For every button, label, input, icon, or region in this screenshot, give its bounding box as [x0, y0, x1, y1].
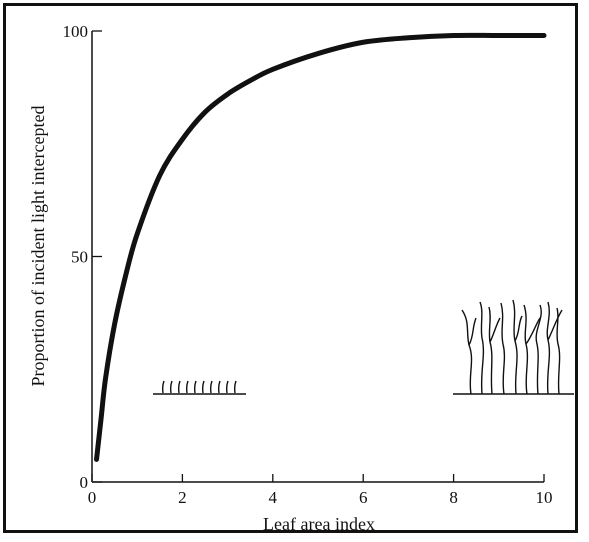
x-tick-label-8: 8 [449, 488, 458, 507]
axes [91, 31, 544, 483]
x-tick-label-10: 10 [536, 488, 553, 507]
axis-ticks [91, 30, 545, 483]
y-tick-label-50: 50 [71, 248, 88, 267]
x-tick-label-4: 4 [269, 488, 278, 507]
y-tick-label-0: 0 [80, 473, 89, 492]
y-axis-title: Proportion of incident light intercepted [28, 106, 48, 387]
tall-dense-canopy-sketch [453, 299, 574, 395]
x-tick-label-2: 2 [178, 488, 187, 507]
x-axis-title: Leaf area index [263, 514, 375, 534]
x-tick-label-6: 6 [359, 488, 368, 507]
x-tick-label-0: 0 [88, 488, 97, 507]
interception-curve [94, 32, 547, 462]
y-tick-label-100: 100 [63, 22, 89, 41]
short-sparse-canopy-sketch [153, 380, 246, 395]
